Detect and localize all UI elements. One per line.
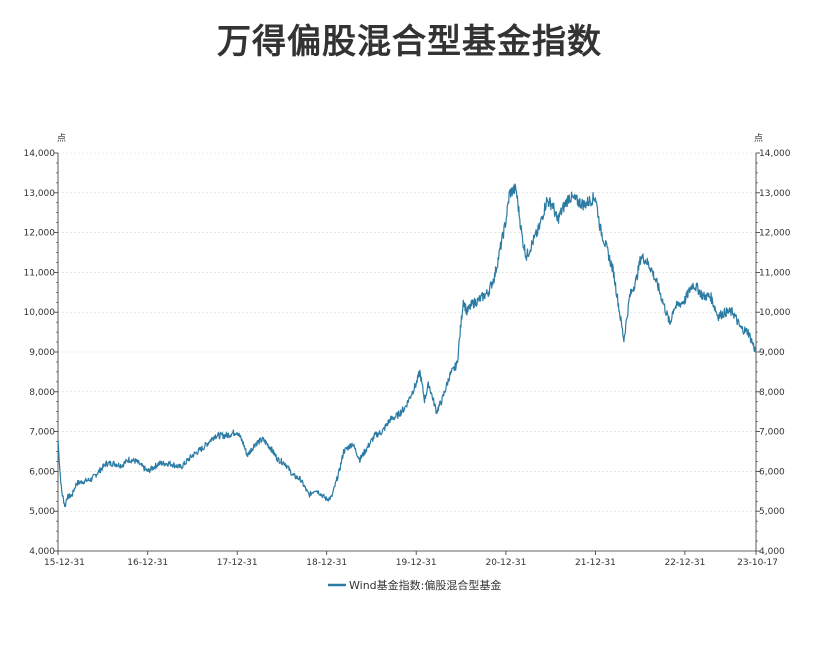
y-tick-label-left: 4,000 (29, 547, 55, 557)
y-tick-label-left: 14,000 (24, 149, 56, 159)
x-tick-label: 16-12-31 (127, 558, 168, 568)
y-unit-right: 点 (754, 133, 763, 144)
y-tick-label-left: 12,000 (24, 229, 56, 239)
y-tick-label-right: 6,000 (759, 467, 785, 477)
y-tick-label-right: 8,000 (759, 388, 785, 398)
x-tick-label: 17-12-31 (217, 558, 258, 568)
x-tick-label: 19-12-31 (396, 558, 437, 568)
y-tick-label-left: 8,000 (29, 388, 55, 398)
y-tick-label-left: 10,000 (24, 308, 56, 318)
grid-lines (58, 152, 756, 512)
y-tick-label-left: 13,000 (24, 189, 56, 199)
left-y-axis-ticks: 4,000 5,000 6,000 7,000 8,000 9,000 10,000 11,0… (24, 149, 58, 557)
y-tick-label-right: 7,000 (759, 428, 785, 438)
y-unit-left: 点 (57, 133, 66, 144)
y-tick-label-left: 7,000 (29, 428, 55, 438)
x-tick-label: 23-10-17 (737, 558, 778, 568)
x-tick-label: 22-12-31 (664, 558, 705, 568)
y-tick-label-right: 4,000 (759, 547, 785, 557)
y-tick-label-left: 9,000 (29, 348, 55, 358)
legend-label: Wind基金指数:偏股混合型基金 (349, 578, 501, 592)
x-tick-label: 15-12-31 (44, 558, 85, 568)
y-tick-label-right: 10,000 (759, 308, 791, 318)
x-axis-ticks: 15-12-31 16-12-31 17-12-31 18-12-31 19-12-31… (44, 551, 778, 568)
series-line (57, 183, 757, 508)
y-tick-label-left: 11,000 (24, 268, 56, 278)
x-tick-label: 21-12-31 (575, 558, 616, 568)
y-tick-label-right: 14,000 (759, 149, 791, 159)
x-tick-label: 20-12-31 (485, 558, 526, 568)
right-y-axis-ticks: 4,000 5,000 6,000 7,000 8,000 9,000 10,000 11,0… (756, 149, 791, 557)
x-tick-label: 18-12-31 (306, 558, 347, 568)
y-tick-label-right: 11,000 (759, 268, 791, 278)
chart-title: 万得偏股混合型基金指数 (217, 22, 602, 62)
y-tick-label-right: 9,000 (759, 348, 785, 358)
y-tick-label-right: 12,000 (759, 229, 791, 239)
y-tick-label-right: 13,000 (759, 189, 791, 199)
y-tick-label-right: 5,000 (759, 507, 785, 517)
legend[interactable]: Wind基金指数:偏股混合型基金 (328, 578, 501, 592)
y-tick-label-left: 5,000 (29, 507, 55, 517)
y-tick-label-left: 6,000 (29, 467, 55, 477)
